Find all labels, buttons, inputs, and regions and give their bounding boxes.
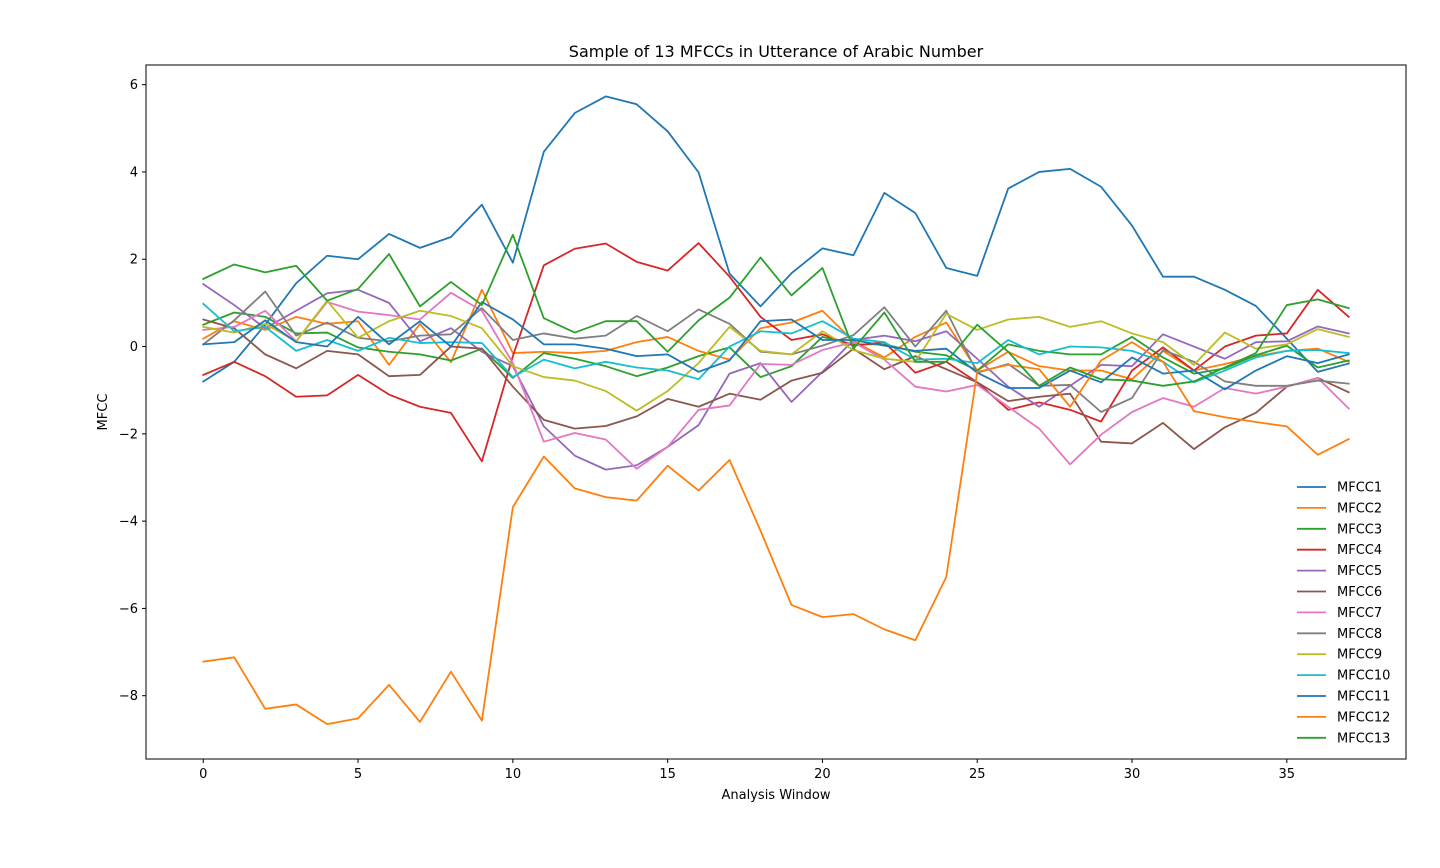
series-line-3 xyxy=(202,311,1350,379)
y-axis: −8 −6 −4 −2 0 2 4 6 xyxy=(119,78,146,704)
x-tick-label: 15 xyxy=(659,767,676,782)
y-tick-label: 6 xyxy=(130,78,138,93)
x-tick-label: 5 xyxy=(354,767,362,782)
legend-label-5: MFCC5 xyxy=(1337,564,1382,579)
legend-label-6: MFCC6 xyxy=(1337,585,1382,600)
legend-label-2: MFCC2 xyxy=(1337,501,1382,516)
x-tick-label: 35 xyxy=(1279,767,1296,782)
y-tick-label: −6 xyxy=(119,602,138,617)
legend-label-7: MFCC7 xyxy=(1337,606,1382,621)
series-line-7 xyxy=(202,291,1351,470)
legend-label-9: MFCC9 xyxy=(1337,648,1382,663)
y-tick-label: 2 xyxy=(130,253,138,268)
x-tick-label: 25 xyxy=(969,767,986,782)
legend: MFCC1 MFCC2 MFCC3 MFCC4 MFCC5 MFCC6 MFCC7 MFCC8… xyxy=(1297,481,1390,746)
series-line-10 xyxy=(201,302,1350,384)
y-tick-label: −2 xyxy=(119,427,138,442)
legend-label-3: MFCC3 xyxy=(1337,522,1382,537)
series-layer xyxy=(201,95,1351,725)
legend-label-1: MFCC1 xyxy=(1337,481,1382,496)
series-line-12 xyxy=(202,341,1350,725)
legend-label-10: MFCC10 xyxy=(1337,669,1390,684)
series-line-1 xyxy=(202,95,1350,383)
series-line-11 xyxy=(202,301,1350,391)
series-line-13 xyxy=(202,233,1350,387)
legend-label-8: MFCC8 xyxy=(1337,627,1382,642)
legend-label-12: MFCC12 xyxy=(1337,710,1390,725)
chart-title: Sample of 13 MFCCs in Utterance of Arabi… xyxy=(569,42,984,61)
series-line-9 xyxy=(202,299,1350,412)
legend-label-11: MFCC11 xyxy=(1337,690,1390,705)
legend-label-4: MFCC4 xyxy=(1337,543,1382,558)
x-axis: 0 5 10 15 20 25 30 35 xyxy=(199,759,1295,782)
x-axis-label: Analysis Window xyxy=(722,788,831,803)
y-tick-label: −8 xyxy=(119,689,138,704)
y-tick-label: 4 xyxy=(130,165,138,180)
x-tick-label: 30 xyxy=(1124,767,1141,782)
series-line-6 xyxy=(202,318,1350,451)
plot-area-frame xyxy=(145,64,1407,760)
y-tick-label: 0 xyxy=(130,340,138,355)
series-line-4 xyxy=(202,242,1350,463)
series-line-2 xyxy=(202,288,1350,381)
y-tick-label: −4 xyxy=(119,515,138,530)
series-line-5 xyxy=(202,282,1350,471)
x-tick-label: 20 xyxy=(814,767,831,782)
y-axis-label: MFCC xyxy=(96,394,111,431)
x-tick-label: 10 xyxy=(505,767,522,782)
legend-label-13: MFCC13 xyxy=(1337,731,1390,746)
x-tick-label: 0 xyxy=(199,767,207,782)
